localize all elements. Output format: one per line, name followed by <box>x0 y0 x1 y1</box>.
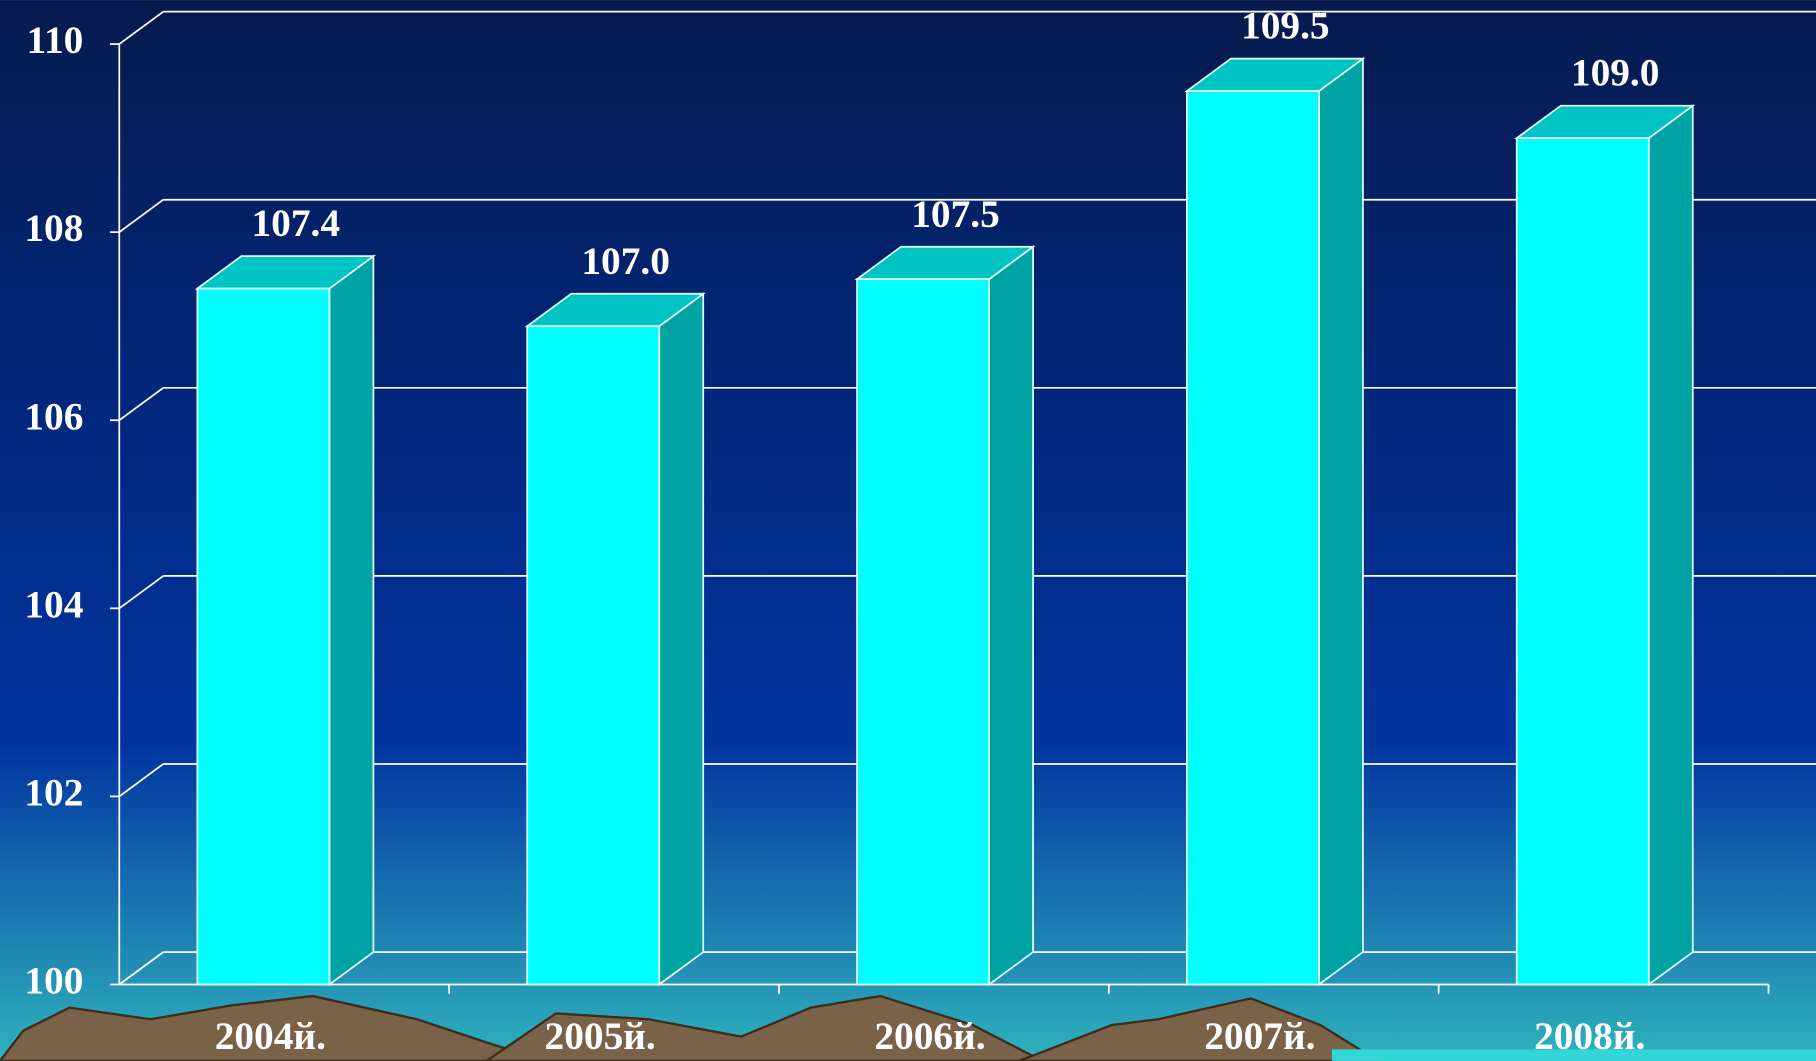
bar <box>1186 90 1320 986</box>
bar <box>526 325 661 986</box>
x-tick-label: 2004й. <box>215 1014 326 1058</box>
grid-line <box>118 387 164 421</box>
x-tick-label: 2005й. <box>545 1014 656 1058</box>
grid-line <box>118 575 164 610</box>
y-tick-label: 108 <box>24 206 83 250</box>
mountains <box>0 994 1381 1061</box>
y-tick-label: 106 <box>24 394 83 438</box>
grid-line <box>118 10 164 45</box>
value-label: 107.0 <box>581 239 670 283</box>
value-label: 109.0 <box>1571 51 1660 95</box>
grid-line <box>118 951 164 986</box>
grid-line <box>118 199 164 233</box>
y-tick-label: 102 <box>24 770 83 814</box>
grid-line <box>118 763 164 798</box>
bar-side <box>1318 56 1364 987</box>
value-label: 107.4 <box>252 201 341 245</box>
bar-side <box>1647 103 1694 987</box>
bar-side <box>328 254 375 987</box>
x-tick-label: 2006й. <box>874 1014 985 1058</box>
bar <box>856 278 990 986</box>
value-label: 107.5 <box>911 192 1000 236</box>
x-tick-label: 2007й. <box>1204 1014 1315 1058</box>
bar-side <box>988 245 1034 987</box>
bar <box>196 287 331 986</box>
y-tick-label: 110 <box>27 18 84 62</box>
x-tick-label: 2008й. <box>1534 1014 1645 1058</box>
decor-strip <box>1331 1049 1816 1061</box>
bar-side <box>658 292 705 987</box>
value-label: 109.5 <box>1241 4 1330 48</box>
y-tick-label: 100 <box>24 959 83 1003</box>
y-tick-label: 104 <box>24 582 83 626</box>
bar <box>1515 137 1650 986</box>
